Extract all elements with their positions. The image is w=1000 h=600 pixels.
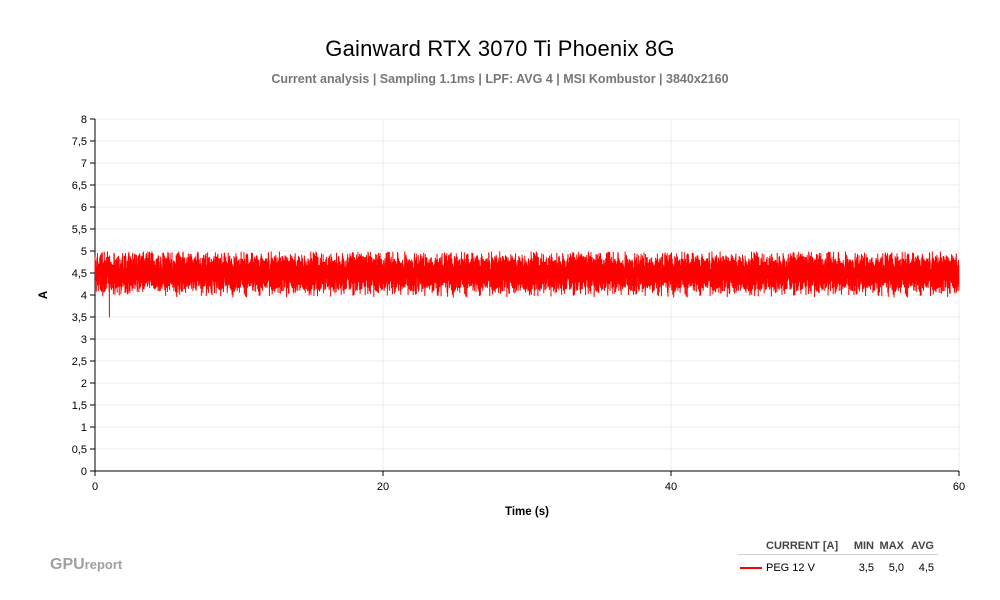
x-axis-ticks: 0 20 40 60 [92,471,965,493]
y-tick-label: 4 [81,290,87,302]
y-tick-label: 5 [81,246,87,258]
y-tick-label: 8 [81,114,87,126]
y-axis-label: A [38,291,50,299]
legend-swatch [740,567,762,569]
y-tick-label: 6 [81,202,87,214]
x-tick-label: 20 [377,481,389,493]
logo-gpu-text: GPU [50,556,85,573]
chart-title: Gainward RTX 3070 Ti Phoenix 8G [325,36,675,61]
y-tick-label: 0,5 [72,444,87,456]
x-tick-label: 40 [665,481,677,493]
y-tick-label: 2,5 [72,356,87,368]
x-axis-label: Time (s) [505,506,549,518]
legend-row: PEG 12 V 3,5 5,0 4,5 [738,562,938,574]
y-tick-label: 2 [81,378,87,390]
legend-header-max: MAX [879,540,904,552]
y-tick-label: 1,5 [72,400,87,412]
legend-header-name: CURRENT [A] [766,540,839,552]
y-tick-label: 1 [81,422,87,434]
y-tick-label: 4,5 [72,268,87,280]
legend-series-avg: 4,5 [918,562,934,574]
gpureport-logo: GPUreport [50,556,122,574]
legend: CURRENT [A] MIN MAX AVG PEG 12 V 3,5 5,0… [738,540,938,574]
x-tick-label: 0 [92,481,98,493]
logo-report-text: report [84,557,123,572]
y-tick-label: 7 [81,158,87,170]
y-tick-label: 3,5 [72,312,87,324]
y-tick-label: 5,5 [72,224,87,236]
grid-lines [95,118,960,471]
series-line-peg-12v [94,251,960,318]
legend-header: CURRENT [A] MIN MAX AVG [738,540,938,555]
legend-series-name: PEG 12 V [766,562,815,574]
legend-series-max: 5,0 [888,562,904,574]
x-tick-label: 60 [953,481,965,493]
legend-header-avg: AVG [910,540,934,552]
legend-series-name-cell: PEG 12 V [738,562,844,574]
series-lines [94,251,960,318]
y-tick-label: 7,5 [72,136,87,148]
y-tick-label: 0 [81,466,87,478]
legend-header-min: MIN [853,540,874,552]
chart-subtitle: Current analysis | Sampling 1.1ms | LPF:… [271,72,729,86]
y-tick-label: 3 [81,334,87,346]
y-tick-label: 6,5 [72,180,87,192]
y-axis-ticks: 0 0,5 1 1,5 2 2,5 3 3,5 4 4,5 5 5,5 6 6,5 7 7,5 8 [72,114,95,478]
legend-series-min: 3,5 [858,562,874,574]
